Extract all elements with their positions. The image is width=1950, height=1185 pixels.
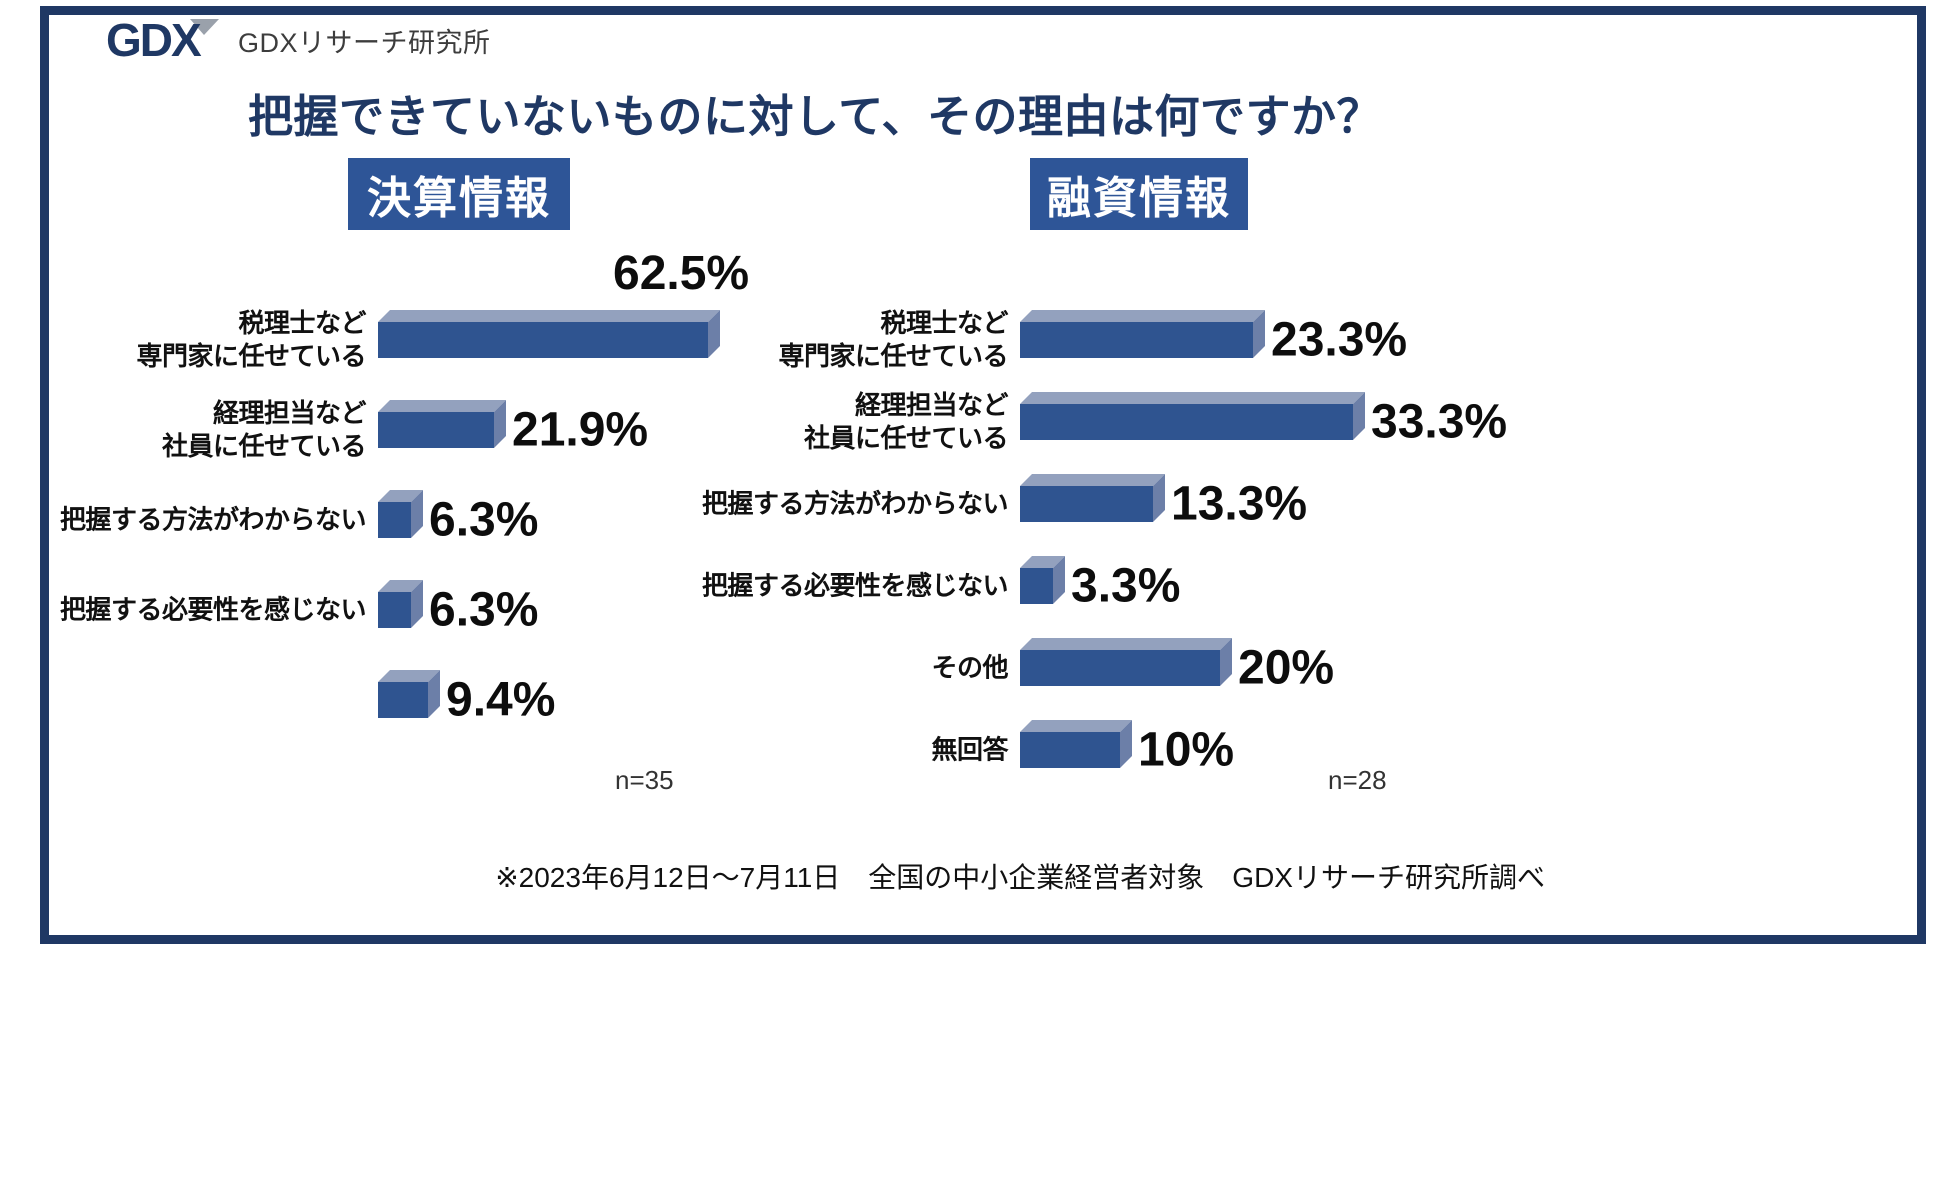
bar — [1020, 556, 1065, 604]
logo-mark-text: GDX — [106, 16, 202, 64]
category-label: 把握する必要性を感じない — [701, 570, 1009, 601]
category-label: その他 — [931, 652, 1008, 683]
bar — [1020, 638, 1232, 686]
value-label: 20% — [1238, 641, 1335, 695]
category-label: 税理士など 専門家に任せている — [136, 308, 366, 371]
logo-triangle-icon — [190, 19, 219, 35]
bar — [378, 400, 506, 448]
logo-text: GDXリサーチ研究所 — [238, 27, 491, 58]
sample-size-label: n=28 — [1328, 765, 1387, 795]
value-label: 62.5% — [613, 247, 750, 300]
bar — [1020, 392, 1365, 440]
category-label: 把握する方法がわからない — [701, 488, 1009, 519]
category-label: 無回答 — [931, 734, 1008, 765]
value-label: 13.3% — [1171, 477, 1308, 531]
page-title: 把握できていないものに対して、その理由は何ですか？ — [248, 91, 1382, 142]
bar-top-face — [1020, 720, 1132, 732]
category-label: 税理士など 専門家に任せている — [778, 308, 1008, 371]
bar — [378, 490, 423, 538]
bar — [378, 580, 423, 628]
bar — [1020, 310, 1265, 358]
value-label: 23.3% — [1271, 313, 1408, 367]
value-label: 9.4% — [446, 673, 556, 727]
category-label: 把握する方法がわからない — [59, 504, 367, 535]
bar — [378, 310, 720, 358]
value-label: 3.3% — [1071, 559, 1181, 613]
value-label: 33.3% — [1371, 395, 1508, 449]
value-label: 6.3% — [429, 583, 539, 637]
logo: GDX GDXリサーチ研究所 — [106, 16, 491, 64]
bar — [1020, 720, 1132, 768]
gdx-logo-icon: GDX — [106, 16, 219, 64]
bar-top-face — [1020, 638, 1232, 650]
category-label: 把握する必要性を感じない — [59, 594, 367, 625]
value-label: 10% — [1138, 723, 1235, 777]
border-frame — [40, 6, 1926, 944]
bar — [378, 670, 440, 718]
category-label: 経理担当など 社員に任せている — [803, 390, 1009, 453]
category-label: 経理担当など 社員に任せている — [161, 398, 367, 461]
value-label: 6.3% — [429, 493, 539, 547]
bar — [1020, 474, 1165, 522]
footnote: ※2023年6月12日～7月11日 全国の中小企業経営者対象 GDXリサーチ研究… — [495, 862, 1545, 893]
bar-top-face — [1020, 392, 1365, 404]
chart-title-badge: 決算情報 — [348, 158, 570, 230]
bar-top-face — [378, 400, 506, 412]
chart-title-badge: 融資情報 — [1030, 158, 1248, 230]
bar-top-face — [1020, 474, 1165, 486]
sample-size-label: n=35 — [615, 765, 674, 795]
bar-top-face — [1020, 310, 1265, 322]
value-label: 21.9% — [512, 403, 649, 457]
